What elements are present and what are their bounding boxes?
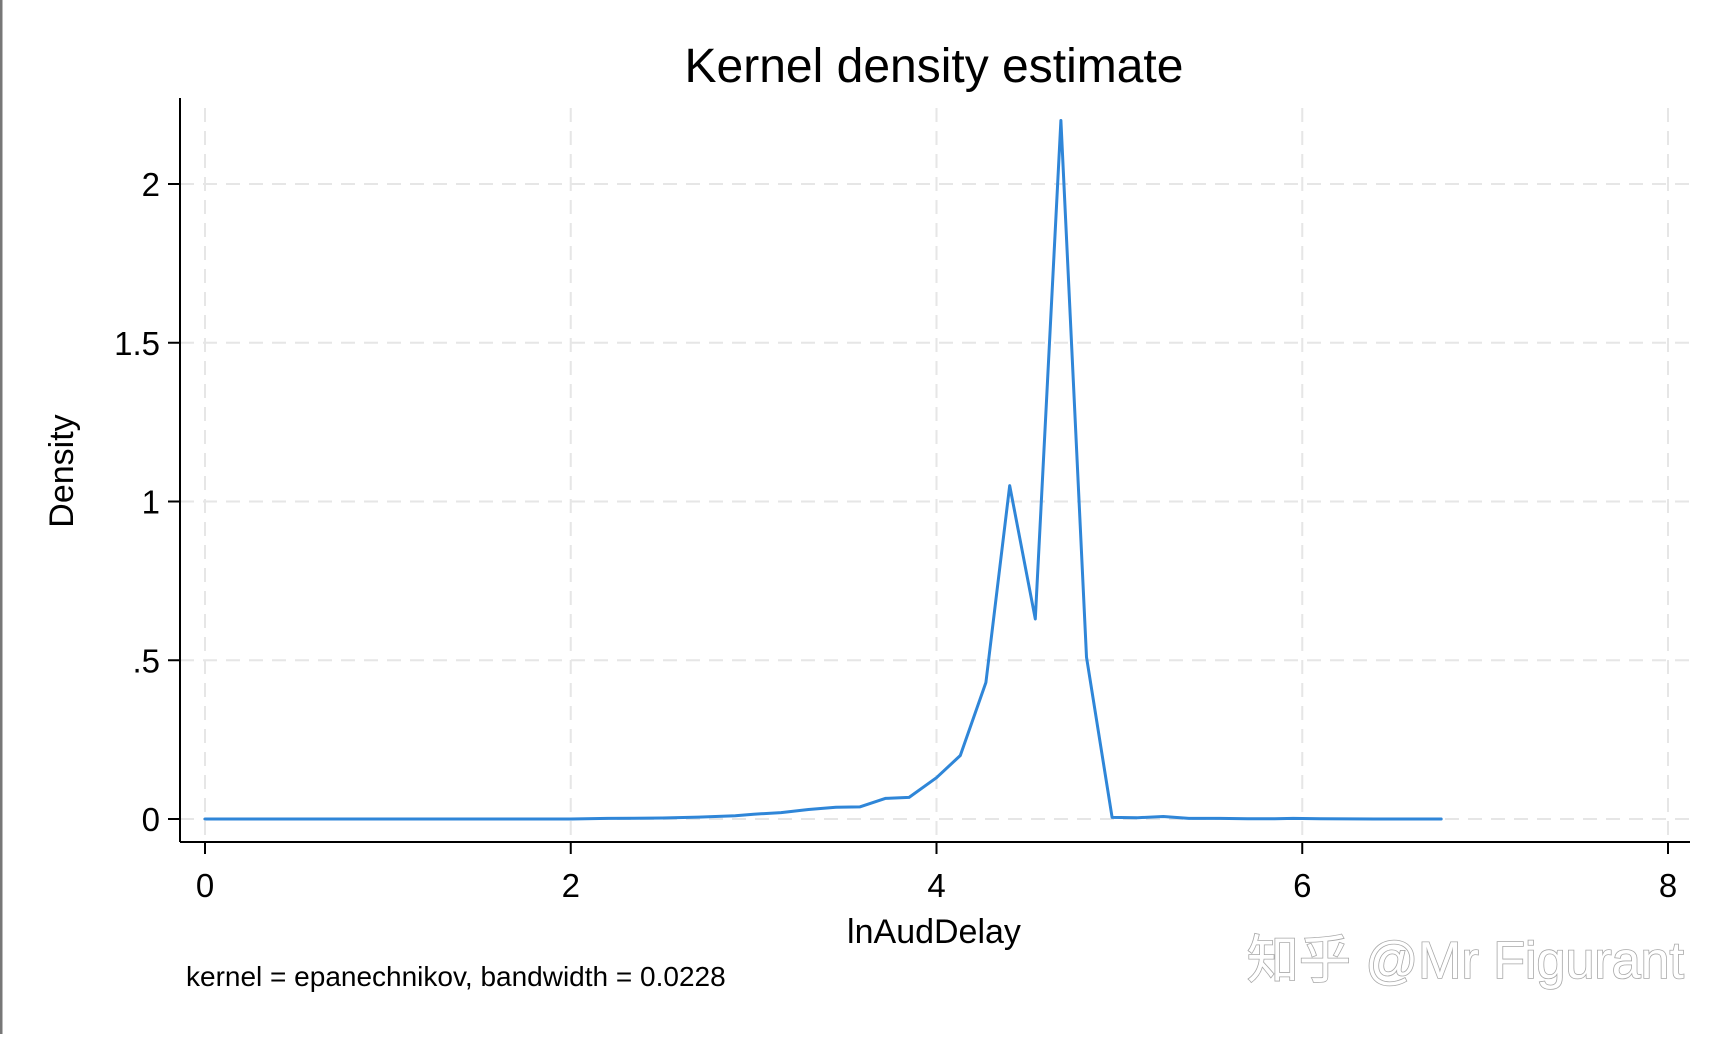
series-layer bbox=[203, 119, 1443, 821]
y-tick-label: 1 bbox=[142, 484, 160, 521]
kernel-note: kernel = epanechnikov, bandwidth = 0.022… bbox=[186, 961, 726, 992]
watermark-text: 知乎 @Mr Figurant bbox=[1247, 932, 1685, 990]
x-axis-title: lnAudDelay bbox=[847, 913, 1021, 951]
grid-layer bbox=[180, 108, 1690, 842]
x-tick-label: 6 bbox=[1293, 867, 1311, 904]
chart-title: Kernel density estimate bbox=[685, 40, 1184, 93]
y-tick-label: 2 bbox=[142, 166, 160, 203]
x-tick-label: 8 bbox=[1659, 867, 1677, 904]
density-line bbox=[203, 119, 1443, 821]
ticks-layer: 0 .5 1 1.5 2 0 2 4 6 8 bbox=[114, 166, 1677, 904]
axes-layer bbox=[179, 98, 1690, 843]
x-tick-label: 2 bbox=[562, 867, 580, 904]
x-tick-label: 0 bbox=[196, 867, 214, 904]
y-tick-label: 1.5 bbox=[114, 325, 160, 362]
y-tick-label: 0 bbox=[142, 801, 160, 838]
y-axis-title: Density bbox=[43, 414, 81, 527]
y-tick-label: .5 bbox=[132, 642, 160, 679]
x-tick-label: 4 bbox=[927, 867, 945, 904]
